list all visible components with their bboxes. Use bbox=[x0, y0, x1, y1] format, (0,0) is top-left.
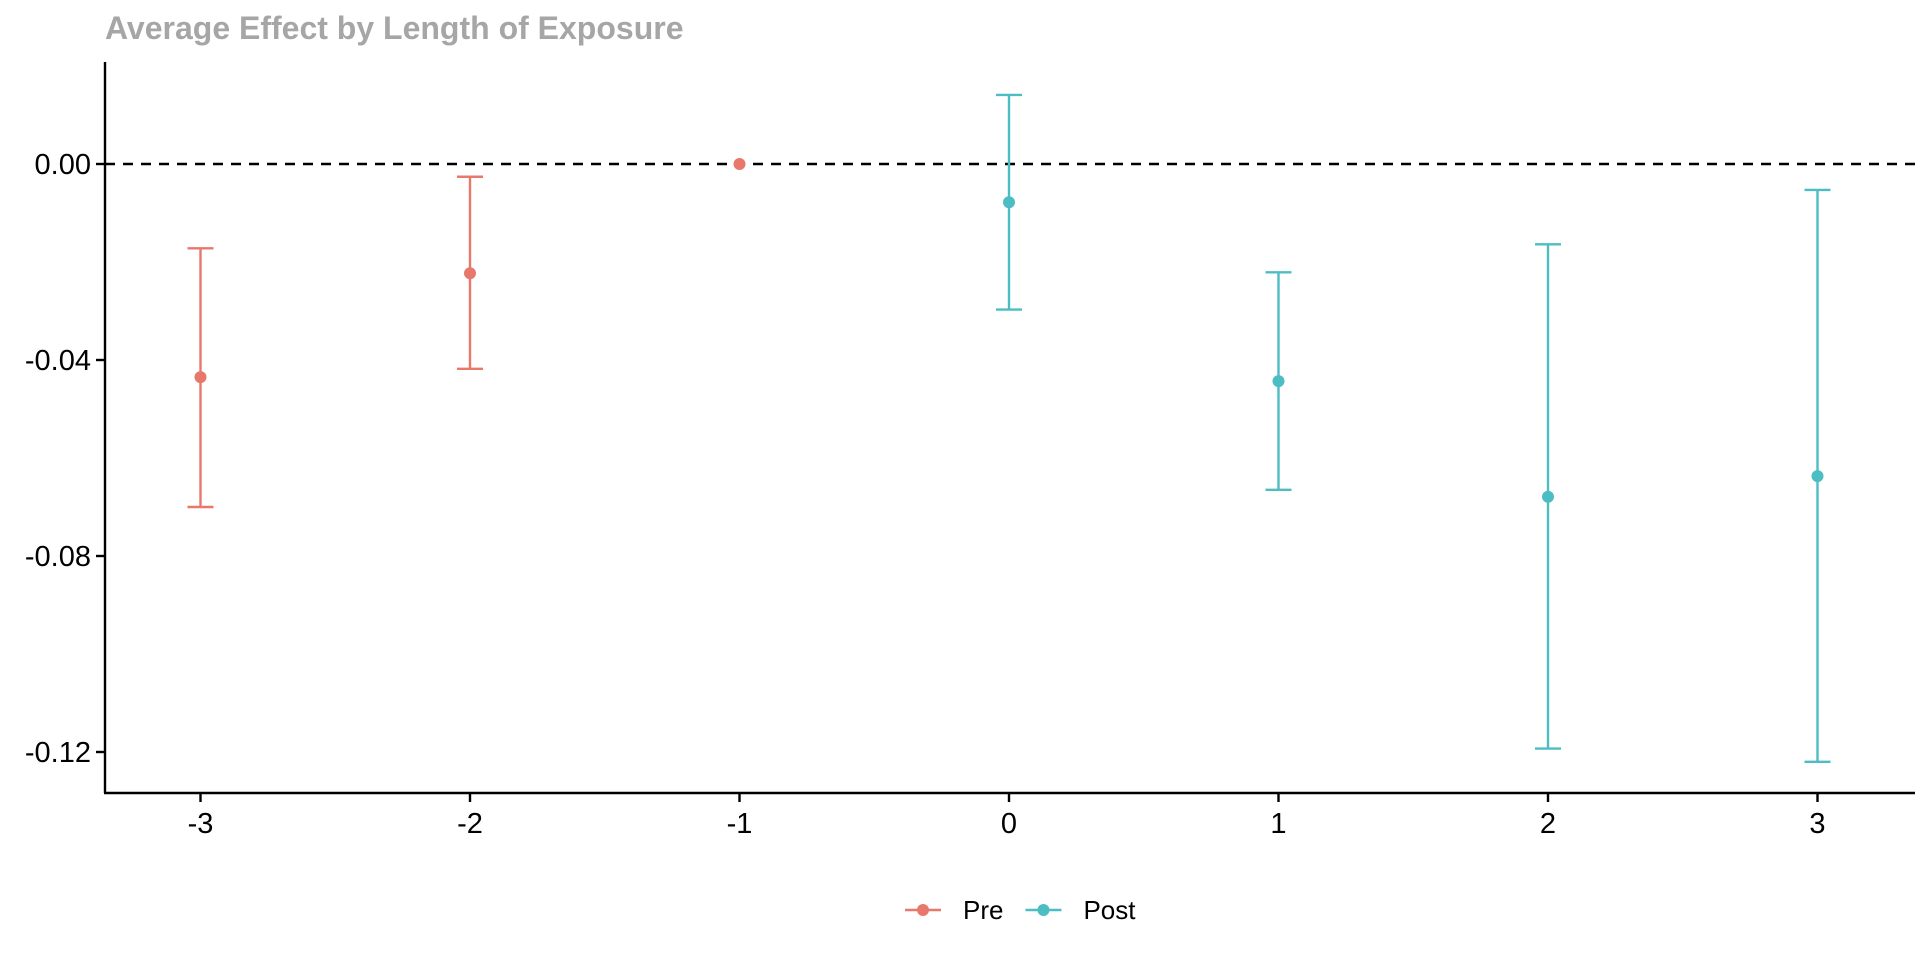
data-point bbox=[1811, 470, 1824, 483]
x-tick-label: 1 bbox=[1270, 808, 1286, 840]
data-point bbox=[464, 267, 476, 280]
x-tick-label: 3 bbox=[1809, 808, 1825, 840]
y-tick-label: 0.00 bbox=[35, 149, 91, 181]
legend-label: Post bbox=[1083, 895, 1136, 925]
error-bars bbox=[187, 93, 1831, 763]
data-point bbox=[1542, 490, 1554, 503]
legend-key-point bbox=[1037, 904, 1050, 916]
x-tick-label: 2 bbox=[1540, 808, 1556, 840]
x-tick-label: -3 bbox=[188, 808, 214, 840]
data-point bbox=[194, 371, 207, 384]
y-tick-label: -0.04 bbox=[25, 345, 91, 377]
x-tick-label: -2 bbox=[457, 808, 483, 840]
x-tick-label: -1 bbox=[727, 808, 753, 840]
data-point bbox=[733, 158, 746, 170]
y-ticks: 0.00 -0.04 -0.08 -0.12 bbox=[25, 149, 105, 769]
y-tick-label: -0.08 bbox=[25, 541, 91, 573]
legend-label: Pre bbox=[963, 895, 1003, 925]
data-point bbox=[1003, 196, 1015, 209]
data-points bbox=[194, 158, 1824, 503]
x-tick-label: 0 bbox=[1001, 808, 1017, 840]
chart-title: Average Effect by Length of Exposure bbox=[105, 10, 683, 46]
legend-key-point bbox=[917, 904, 929, 916]
legend: Pre Post bbox=[905, 895, 1136, 925]
y-tick-label: -0.12 bbox=[25, 737, 91, 769]
data-point bbox=[1272, 375, 1285, 388]
x-ticks: -3 -2 -1 0 1 2 3 bbox=[188, 793, 1826, 840]
